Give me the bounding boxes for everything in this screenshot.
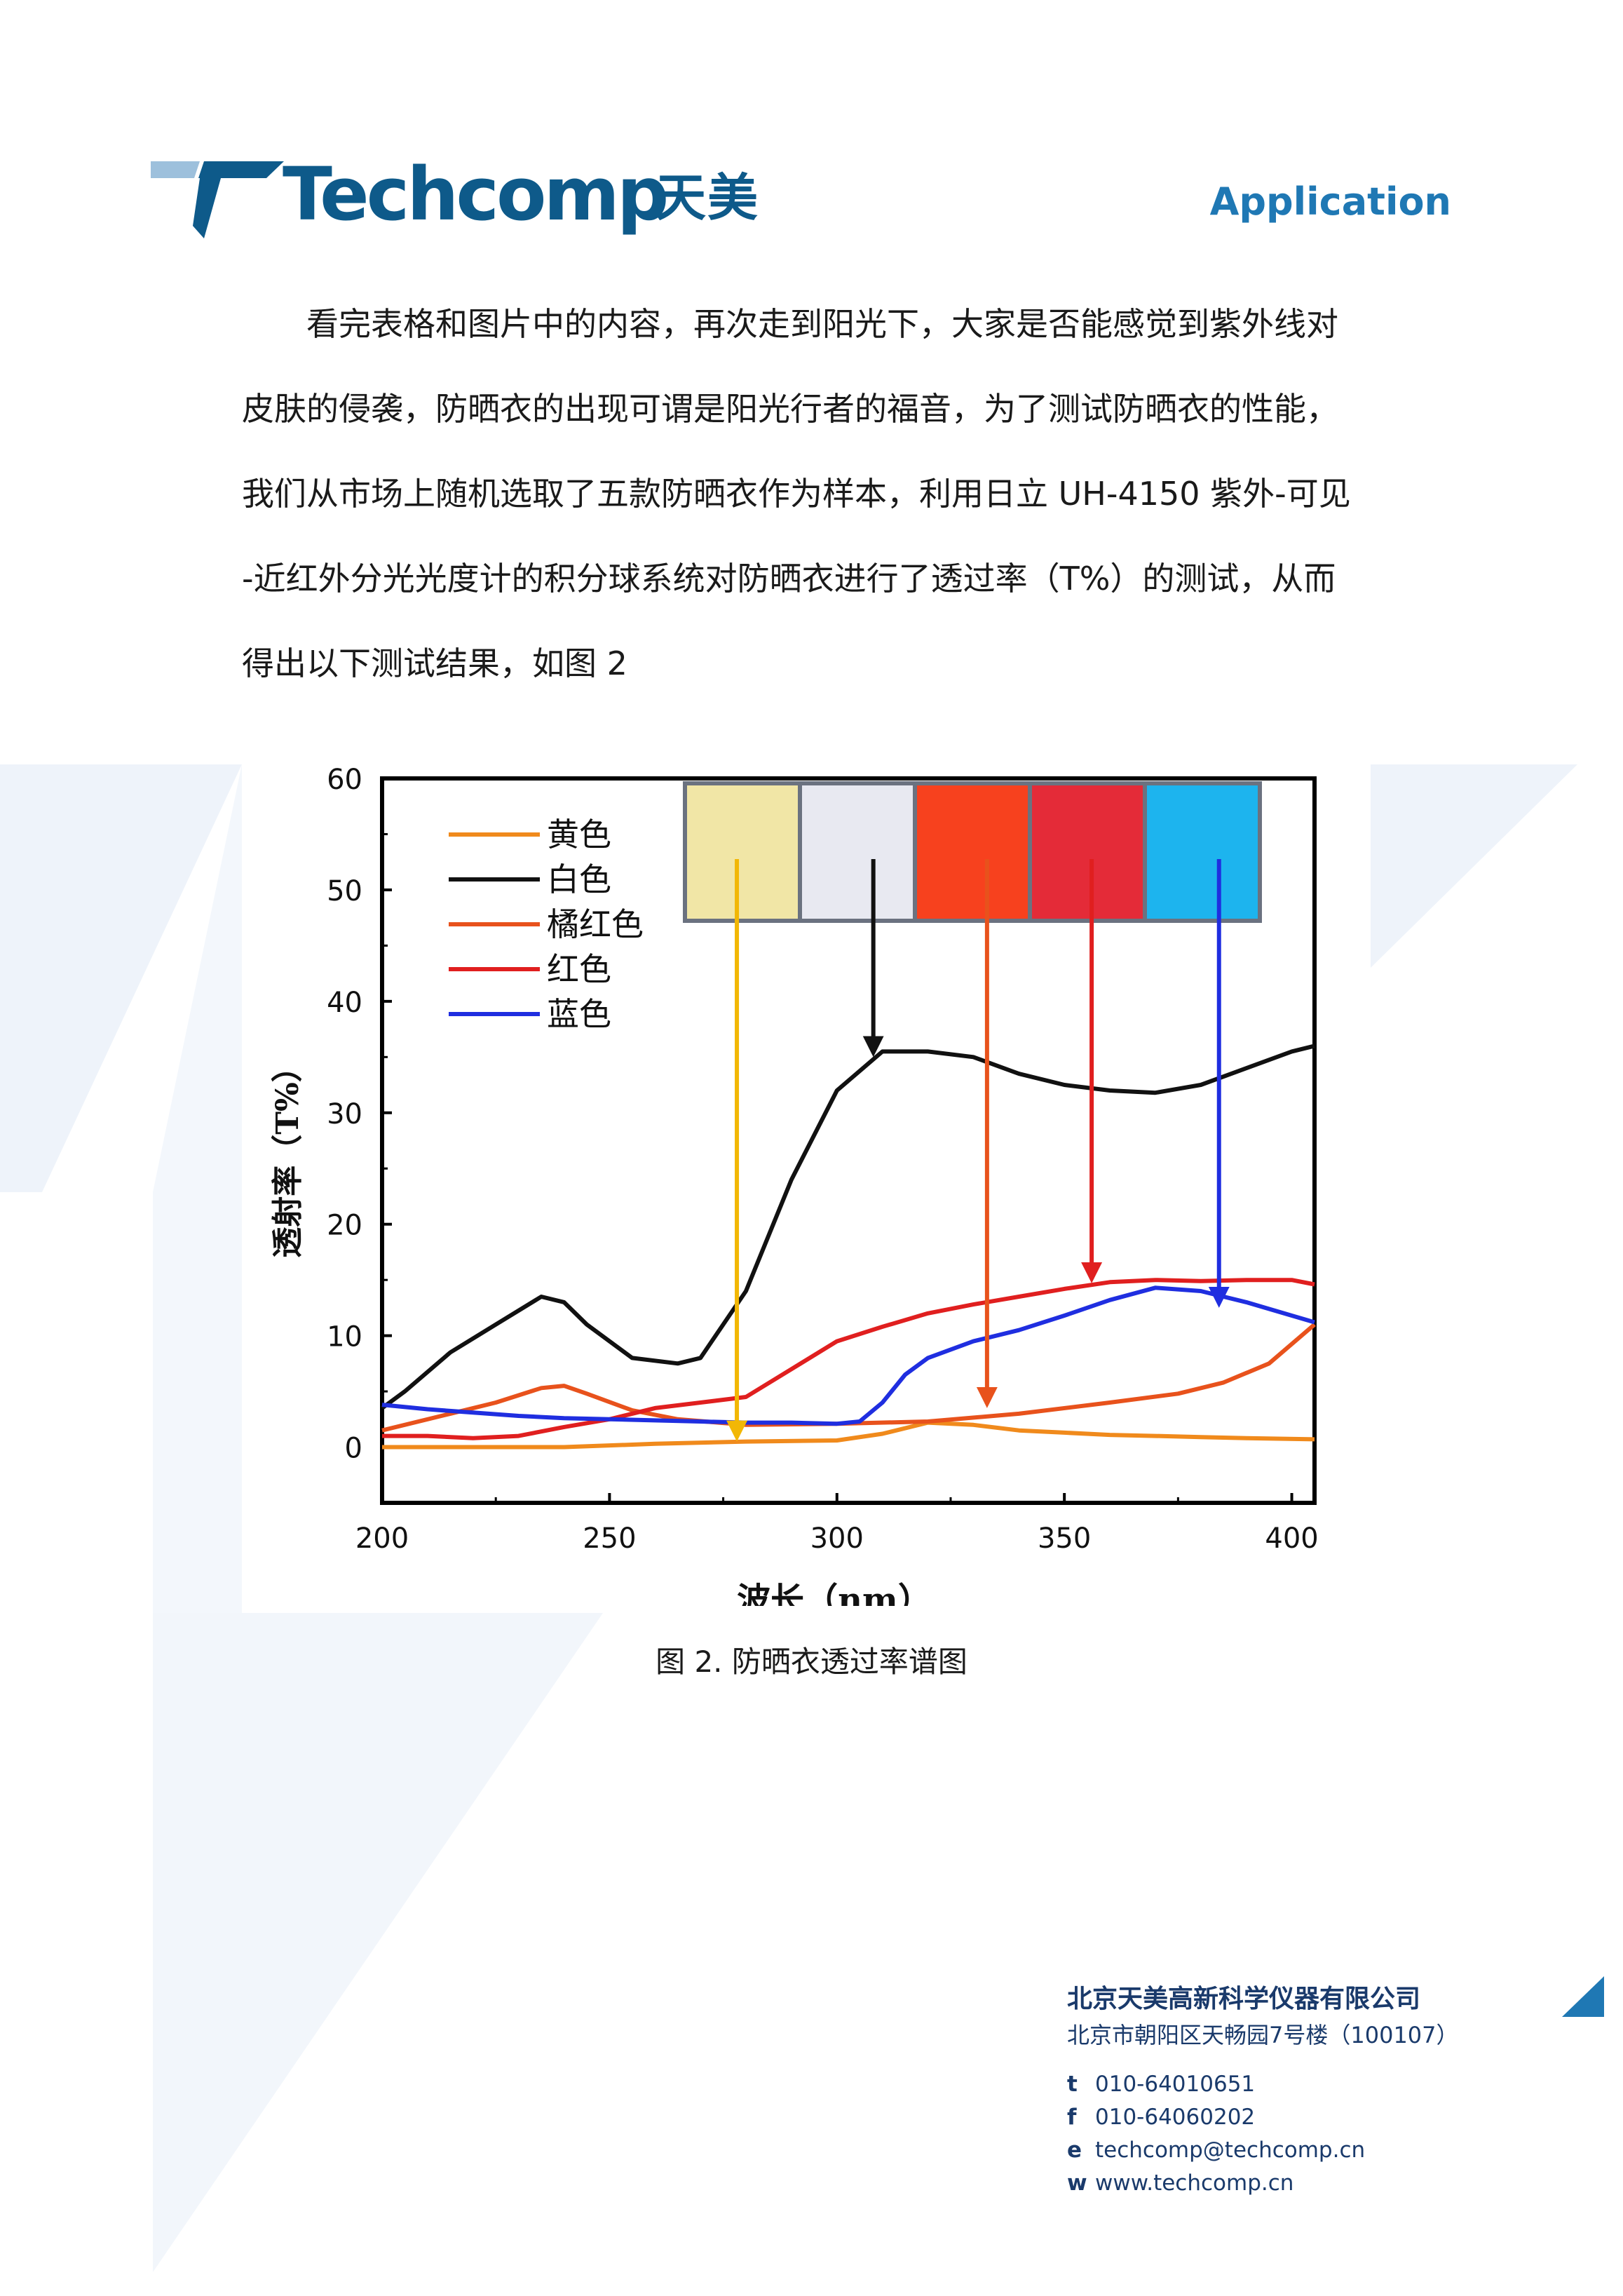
brand-logo-cn: 天美 [656, 168, 760, 227]
plot-frame [380, 776, 1317, 1505]
y-axis-label: 透射率（T%） [270, 1051, 306, 1258]
corner-triangle-icon [1562, 1976, 1604, 2017]
contact-fax: f 010-64060202 [1067, 2105, 1256, 2130]
company-address: 北京市朝阳区天畅园7号楼（100107） [1067, 2022, 1459, 2048]
figure-caption: 图 2. 防晒衣透过率谱图 [656, 1645, 967, 1679]
legend-label: 蓝色 [547, 995, 611, 1033]
contact-phone: t 010-64010651 [1067, 2072, 1256, 2097]
y-tick-label: 30 [327, 1098, 362, 1130]
y-tick-label: 20 [327, 1210, 362, 1242]
series-line [381, 1285, 1315, 1426]
paragraph-line: -近红外分光光度计的积分球系统对防晒衣进行了透过率（T%）的测试，从而 [242, 560, 1336, 597]
fabric-swatch [917, 785, 1028, 919]
body-paragraph: 看完表格和图片中的内容，再次走到阳光下，大家是否能感觉到紫外线对 皮肤的侵袭，防… [242, 282, 1378, 706]
y-tick-label: 60 [327, 764, 362, 796]
fabric-swatch [802, 785, 913, 919]
company-name: 北京天美高新科学仪器有限公司 [1067, 1985, 1421, 2013]
paragraph-line: 得出以下测试结果，如图 2 [242, 644, 627, 682]
x-axis-label: 波长（nm） [737, 1581, 932, 1606]
section-label: Application [1209, 180, 1451, 224]
x-tick-label: 350 [1038, 1522, 1091, 1555]
footer-contact: 北京天美高新科学仪器有限公司 北京市朝阳区天畅园7号楼（100107） t 010… [1067, 1981, 1459, 2200]
legend-label: 红色 [547, 950, 611, 988]
contact-email[interactable]: e techcomp@techcomp.cn [1067, 2138, 1366, 2163]
brand-logo-text: Techcomp [283, 151, 669, 237]
legend-label: 黄色 [547, 816, 611, 853]
fabric-swatch [687, 785, 798, 919]
x-tick-label: 200 [355, 1522, 409, 1555]
series-line [382, 1278, 1315, 1440]
contact-website[interactable]: w www.techcomp.cn [1067, 2170, 1294, 2196]
paragraph-line: 皮肤的侵袭，防晒衣的出现可谓是阳光行者的福音，为了测试防晒衣的性能， [242, 390, 1338, 428]
y-tick-label: 40 [327, 987, 362, 1019]
paragraph-line: 我们从市场上随机选取了五款防晒衣作为样本，利用日立 UH-4150 紫外-可见 [242, 475, 1351, 513]
y-tick-label: 50 [327, 875, 362, 907]
series-line [382, 1420, 1315, 1450]
fabric-swatch [1147, 785, 1258, 919]
fabric-swatch [1032, 785, 1143, 919]
legend-label: 白色 [547, 860, 611, 898]
x-tick-label: 300 [810, 1522, 864, 1555]
legend-label: 橘红色 [547, 905, 644, 943]
logo-mark-icon [151, 161, 284, 238]
x-tick-label: 250 [583, 1522, 636, 1555]
series-line [381, 1044, 1315, 1410]
y-tick-label: 0 [345, 1433, 362, 1465]
x-tick-label: 400 [1265, 1522, 1318, 1555]
transmittance-chart: 0 10 20 30 40 50 60 200 250 300 350 400 波长（nm） 透射率（T%… [270, 764, 1319, 1606]
y-tick-label: 10 [327, 1321, 362, 1353]
paragraph-line: 看完表格和图片中的内容，再次走到阳光下，大家是否能感觉到紫外线对 [306, 305, 1338, 343]
